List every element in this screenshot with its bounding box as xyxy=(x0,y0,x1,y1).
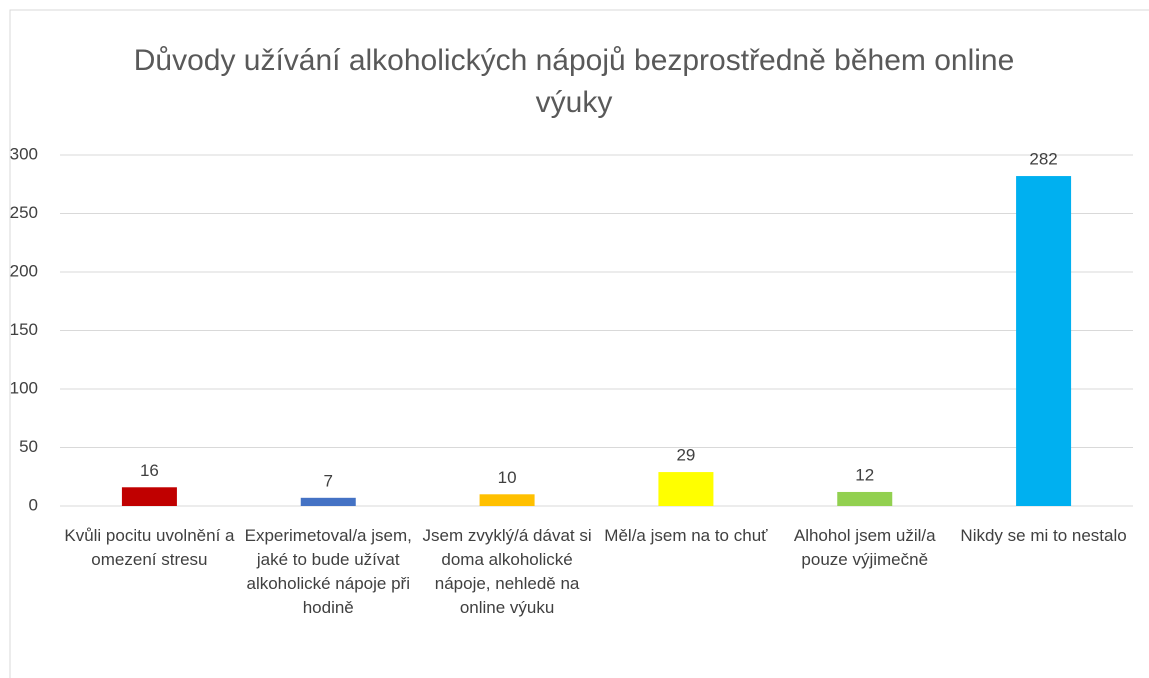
y-tick-label: 300 xyxy=(10,144,38,163)
chart-title: Důvody užívání alkoholických nápojů bezp… xyxy=(133,44,1015,119)
value-label: 282 xyxy=(1029,150,1057,169)
x-tick-label: Měl/a jsem na to chuť xyxy=(604,526,768,545)
bar xyxy=(300,497,356,506)
y-tick-label: 250 xyxy=(10,203,38,222)
bar xyxy=(658,472,714,506)
y-tick-label: 100 xyxy=(10,378,38,397)
y-tick-label: 150 xyxy=(10,320,38,339)
bar xyxy=(1016,176,1072,506)
bar xyxy=(837,491,893,506)
value-label: 7 xyxy=(324,471,333,490)
x-tick-label: Nikdy se mi to nestalo xyxy=(960,526,1127,545)
value-label: 12 xyxy=(855,465,874,484)
x-tick-label: Kvůli pocitu uvolnění a omezení stresu xyxy=(64,526,235,569)
x-tick-label: Experimetoval/a jsem, jaké to bude užíva… xyxy=(244,526,412,617)
y-tick-label: 200 xyxy=(10,261,38,280)
x-tick-label: Jsem zvyklý/á dávat si doma alkoholické … xyxy=(422,526,592,617)
value-label: 29 xyxy=(676,446,695,465)
value-label: 16 xyxy=(140,461,159,480)
value-label: 10 xyxy=(498,468,517,487)
y-tick-label: 0 xyxy=(29,495,38,514)
bar xyxy=(479,494,535,506)
x-tick-label: Alhohol jsem užil/a pouze výjimečně xyxy=(793,526,936,569)
y-tick-label: 50 xyxy=(19,437,38,456)
chart-border xyxy=(9,9,1149,678)
bar xyxy=(121,487,177,506)
